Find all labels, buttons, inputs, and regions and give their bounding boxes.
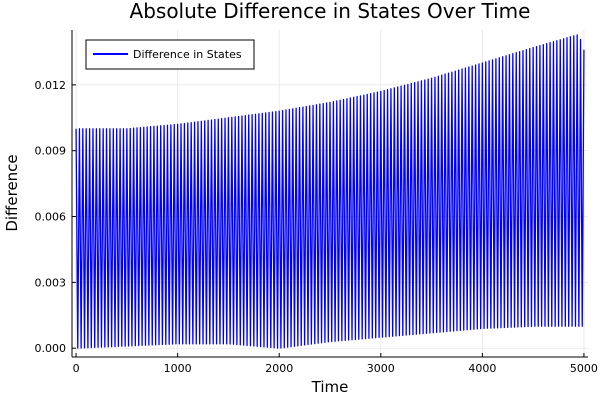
y-tick-label: 0.012 xyxy=(35,79,67,92)
y-axis-label: Difference xyxy=(3,154,21,231)
x-tick-label: 1000 xyxy=(164,362,192,375)
chart-title: Absolute Difference in States Over Time xyxy=(130,0,531,23)
x-tick-label: 2000 xyxy=(265,362,293,375)
y-tick-label: 0.009 xyxy=(35,145,67,158)
series-line xyxy=(75,34,585,349)
y-tick-label: 0.003 xyxy=(35,276,67,289)
legend-label: Difference in States xyxy=(133,48,242,61)
x-axis-label: Time xyxy=(311,378,349,396)
legend: Difference in States xyxy=(85,39,255,70)
y-tick-label: 0.006 xyxy=(35,211,67,224)
series-group xyxy=(75,34,585,349)
x-ticks: 0 1000 2000 3000 4000 5000 xyxy=(73,353,598,375)
y-ticks: 0.000 0.003 0.006 0.009 0.012 xyxy=(35,79,76,355)
x-tick-label: 5000 xyxy=(570,362,598,375)
x-tick-label: 4000 xyxy=(468,362,496,375)
x-tick-label: 3000 xyxy=(367,362,395,375)
y-tick-label: 0.000 xyxy=(35,342,67,355)
x-tick-label: 0 xyxy=(73,362,80,375)
